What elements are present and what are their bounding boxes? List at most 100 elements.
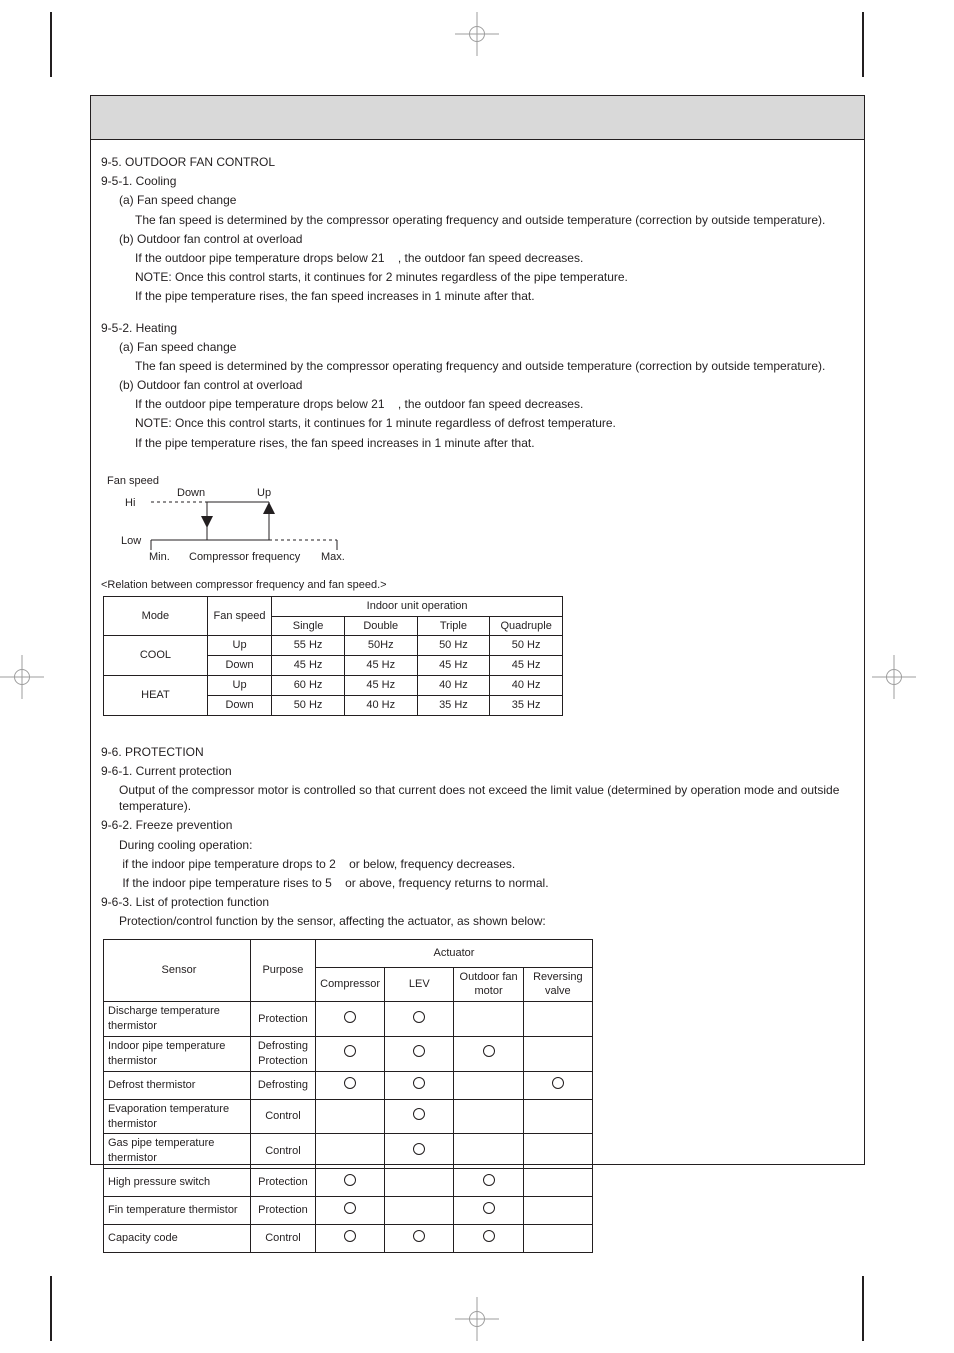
table-row: Fin temperature thermistorProtection	[104, 1197, 593, 1225]
text-9-5-2-b-label: (b) Outdoor fan control at overload	[101, 377, 864, 393]
crop-mark	[862, 1276, 864, 1341]
cell-hz: 45 Hz	[344, 676, 417, 696]
cell-mark	[385, 1002, 454, 1037]
cell-hz: 50Hz	[344, 636, 417, 656]
registration-mark	[455, 12, 499, 56]
text-9-5-2-a-label: (a) Fan speed change	[101, 339, 864, 355]
cell-hz: 40 Hz	[417, 676, 490, 696]
diagram-y-label: Fan speed	[107, 475, 159, 487]
circle-icon	[413, 1077, 425, 1089]
th-actuator: Actuator	[315, 939, 592, 967]
th-purpose: Purpose	[250, 939, 315, 1002]
cell-purpose: Control	[250, 1225, 315, 1253]
cell-hz: 45 Hz	[272, 656, 345, 676]
cell-mark	[315, 1036, 384, 1071]
heading-9-6-3: 9-6-3. List of protection function	[101, 894, 864, 910]
cell-purpose: Protection	[250, 1002, 315, 1037]
cell-mark	[454, 1134, 523, 1169]
table-row: Defrost thermistorDefrosting	[104, 1071, 593, 1099]
cell-mark	[315, 1134, 384, 1169]
cell-mark	[385, 1036, 454, 1071]
th-lev: LEV	[385, 967, 454, 1002]
circle-icon	[483, 1202, 495, 1214]
cell-hz: 50 Hz	[272, 695, 345, 715]
circle-icon	[344, 1230, 356, 1242]
cell-mark	[385, 1134, 454, 1169]
cell-mark	[454, 1036, 523, 1071]
cell-mark	[523, 1134, 592, 1169]
fan-speed-diagram: Fan speed Hi Low Down Up Min. Max. Compr…	[107, 472, 367, 572]
text-9-5-1-b-label: (b) Outdoor fan control at overload	[101, 231, 864, 247]
registration-mark	[0, 655, 44, 699]
cell-mark	[523, 1197, 592, 1225]
diagram-x-label: Compressor frequency	[189, 551, 301, 563]
cell-hz: 45 Hz	[417, 656, 490, 676]
cell-mark	[385, 1169, 454, 1197]
document-frame: 9-5. OUTDOOR FAN CONTROL 9-5-1. Cooling …	[90, 95, 865, 1165]
cell-hz: 40 Hz	[344, 695, 417, 715]
diagram-max-label: Max.	[321, 551, 345, 563]
text-9-6-2-l2: if the indoor pipe temperature drops to …	[101, 856, 864, 872]
circle-icon	[413, 1230, 425, 1242]
circle-icon	[344, 1202, 356, 1214]
cell-mark	[454, 1099, 523, 1134]
th-indoor-op: Indoor unit operation	[272, 596, 563, 616]
heading-9-6-1: 9-6-1. Current protection	[101, 763, 864, 779]
heading-9-5: 9-5. OUTDOOR FAN CONTROL	[101, 154, 864, 170]
page: 9-5. OUTDOOR FAN CONTROL 9-5-1. Cooling …	[0, 0, 954, 1353]
circle-icon	[413, 1011, 425, 1023]
cell-mark	[454, 1169, 523, 1197]
diagram-hi-label: Hi	[125, 497, 135, 509]
registration-mark	[872, 655, 916, 699]
diagram-min-label: Min.	[149, 551, 170, 563]
table-row: HEATUp60 Hz45 Hz40 Hz40 Hz	[104, 676, 563, 696]
text-9-6-2-l1: During cooling operation:	[101, 837, 864, 853]
th-single: Single	[272, 616, 345, 636]
th-triple: Triple	[417, 616, 490, 636]
cell-fan-speed: Down	[207, 695, 271, 715]
cell-sensor: Defrost thermistor	[104, 1071, 251, 1099]
cell-fan-speed: Down	[207, 656, 271, 676]
cell-mark	[315, 1225, 384, 1253]
crop-mark	[862, 12, 864, 77]
th-quadruple: Quadruple	[490, 616, 563, 636]
cell-mark	[454, 1071, 523, 1099]
compressor-frequency-table: Mode Fan speed Indoor unit operation Sin…	[103, 596, 563, 716]
cell-purpose: Control	[250, 1134, 315, 1169]
cell-mode: HEAT	[104, 676, 208, 716]
cell-purpose: Protection	[250, 1169, 315, 1197]
text-9-5-2-b-1: If the outdoor pipe temperature drops be…	[101, 396, 864, 412]
circle-icon	[344, 1174, 356, 1186]
cell-mark	[315, 1197, 384, 1225]
text-9-6-1: Output of the compressor motor is contro…	[101, 782, 864, 814]
th-fan-speed: Fan speed	[207, 596, 271, 636]
cell-mark	[315, 1002, 384, 1037]
diagram-up-label: Up	[257, 487, 271, 499]
cell-sensor: Fin temperature thermistor	[104, 1197, 251, 1225]
table-row: Discharge temperature thermistorProtecti…	[104, 1002, 593, 1037]
cell-hz: 60 Hz	[272, 676, 345, 696]
circle-icon	[413, 1045, 425, 1057]
cell-mark	[454, 1225, 523, 1253]
th-sensor: Sensor	[104, 939, 251, 1002]
cell-fan-speed: Up	[207, 636, 271, 656]
th-double: Double	[344, 616, 417, 636]
text-9-5-1-b-2: If the pipe temperature rises, the fan s…	[101, 288, 864, 304]
circle-icon	[344, 1045, 356, 1057]
cell-purpose: Defrosting Protection	[250, 1036, 315, 1071]
cell-mode: COOL	[104, 636, 208, 676]
cell-mark	[454, 1197, 523, 1225]
text-9-5-1-b-note: NOTE: Once this control starts, it conti…	[101, 269, 864, 285]
cell-mark	[523, 1099, 592, 1134]
heading-9-5-1: 9-5-1. Cooling	[101, 173, 864, 189]
cell-sensor: High pressure switch	[104, 1169, 251, 1197]
cell-sensor: Gas pipe temperature thermistor	[104, 1134, 251, 1169]
cell-sensor: Evaporation temperature thermistor	[104, 1099, 251, 1134]
cell-sensor: Capacity code	[104, 1225, 251, 1253]
cell-mark	[523, 1002, 592, 1037]
th-mode: Mode	[104, 596, 208, 636]
cell-hz: 35 Hz	[417, 695, 490, 715]
text-9-5-2-b-2: If the pipe temperature rises, the fan s…	[101, 435, 864, 451]
cell-mark	[385, 1099, 454, 1134]
cell-hz: 45 Hz	[344, 656, 417, 676]
